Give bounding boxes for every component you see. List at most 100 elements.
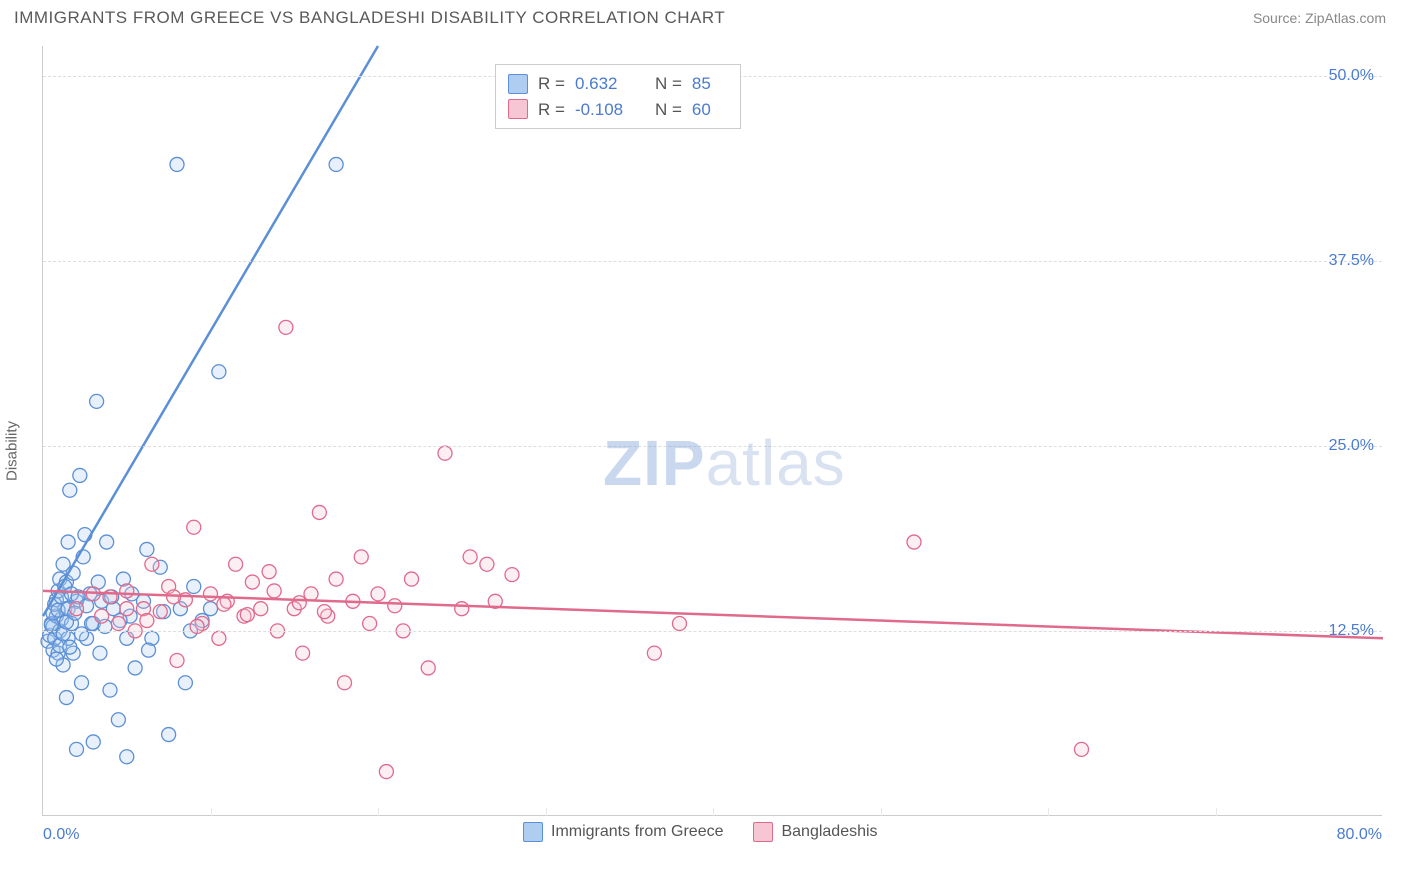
data-point [111,713,125,727]
data-point [312,505,326,519]
data-point [388,599,402,613]
data-point [70,602,84,616]
data-point [480,557,494,571]
data-point [354,550,368,564]
data-point [187,520,201,534]
gridline [43,261,1382,262]
r-value: -0.108 [575,97,645,123]
n-value: 60 [692,97,728,123]
data-point [229,557,243,571]
chart-area: Disability 12.5% 25.0% 37.5% 50.0% 0.0% 80.0%… [0,36,1406,866]
data-point [463,550,477,564]
legend-swatch [508,99,528,119]
stats-legend-row: R = 0.632 N = 85 [508,71,728,97]
plot-svg [43,46,1382,815]
data-point [292,596,306,610]
data-point [170,157,184,171]
data-point [673,617,687,631]
data-point [63,640,77,654]
data-point [140,542,154,556]
gridline [43,631,1382,632]
data-point [100,535,114,549]
data-point [204,602,218,616]
data-point [103,683,117,697]
data-point [49,652,63,666]
data-point [647,646,661,660]
data-point [70,742,84,756]
y-tick-label: 37.5% [1329,252,1374,270]
data-point [111,617,125,631]
chart-source: Source: ZipAtlas.com [1253,10,1386,26]
data-point [505,568,519,582]
trendline [43,46,378,616]
n-label: N = [655,71,682,97]
data-point [153,605,167,619]
data-point [120,602,134,616]
data-point [267,584,281,598]
data-point [212,365,226,379]
series-legend-label: Immigrants from Greece [551,823,723,841]
data-point [73,468,87,482]
gridline [43,446,1382,447]
data-point [95,609,109,623]
data-point [363,617,377,631]
data-point [438,446,452,460]
data-point [90,394,104,408]
n-value: 85 [692,71,728,97]
y-tick-label: 25.0% [1329,437,1374,455]
x-tick [211,808,212,816]
data-point [142,643,156,657]
data-point [907,535,921,549]
data-point [120,584,134,598]
data-point [187,579,201,593]
data-point [128,661,142,675]
data-point [304,587,318,601]
data-point [204,587,218,601]
y-tick-label: 50.0% [1329,67,1374,85]
chart-header: IMMIGRANTS FROM GREECE VS BANGLADESHI DI… [0,0,1406,36]
plot-area: 12.5%25.0%37.5%50.0%0.0%80.0%ZIPatlasR =… [42,46,1382,816]
data-point [421,661,435,675]
data-point [59,691,73,705]
stats-legend-row: R = -0.108 N = 60 [508,97,728,123]
x-min-label: 0.0% [43,826,79,844]
data-point [162,728,176,742]
data-point [1075,742,1089,756]
data-point [93,646,107,660]
x-tick [881,808,882,816]
data-point [262,565,276,579]
data-point [279,320,293,334]
stats-legend: R = 0.632 N = 85 R = -0.108 N = 60 [495,64,741,129]
data-point [455,602,469,616]
data-point [170,654,184,668]
y-tick-label: 12.5% [1329,622,1374,640]
n-label: N = [655,97,682,123]
legend-swatch [753,822,773,842]
data-point [338,676,352,690]
data-point [86,735,100,749]
r-value: 0.632 [575,71,645,97]
series-legend-item: Immigrants from Greece [523,822,723,842]
data-point [61,535,75,549]
data-point [120,750,134,764]
r-label: R = [538,97,565,123]
data-point [329,157,343,171]
series-legend-item: Bangladeshis [753,822,877,842]
r-label: R = [538,71,565,97]
data-point [240,608,254,622]
series-legend-label: Bangladeshis [781,823,877,841]
x-tick [1216,808,1217,816]
x-tick [1048,808,1049,816]
legend-swatch [508,74,528,94]
x-max-label: 80.0% [1337,826,1382,844]
series-legend: Immigrants from Greece Bangladeshis [523,822,878,842]
data-point [145,557,159,571]
y-axis-label: Disability [4,421,21,481]
data-point [178,676,192,690]
data-point [379,765,393,779]
x-tick [378,808,379,816]
x-tick [713,808,714,816]
data-point [405,572,419,586]
data-point [140,614,154,628]
data-point [329,572,343,586]
